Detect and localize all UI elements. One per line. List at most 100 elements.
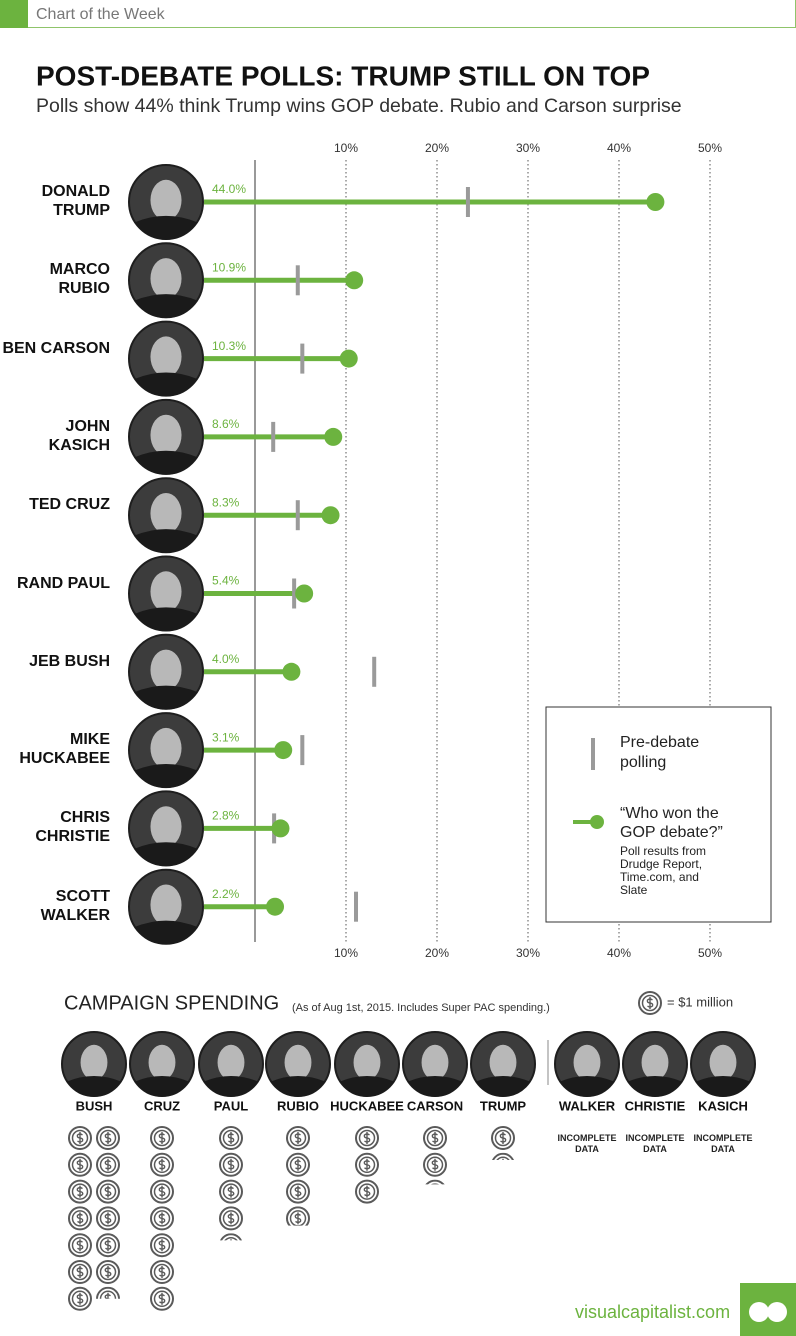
portrait-face bbox=[150, 179, 182, 221]
coin-outer bbox=[425, 1179, 445, 1185]
portrait-face bbox=[150, 571, 182, 613]
coin bbox=[150, 1286, 174, 1311]
portrait-body bbox=[559, 1076, 615, 1097]
value-label: 3.1% bbox=[212, 730, 240, 744]
x-tick-label: 50% bbox=[698, 946, 722, 960]
coin bbox=[150, 1126, 174, 1150]
portrait-face bbox=[150, 727, 182, 769]
value-label: 2.2% bbox=[212, 887, 240, 901]
legend-label: Pre-debate polling bbox=[620, 734, 700, 771]
coin-symbol bbox=[158, 1212, 166, 1225]
candidate-name: MIKE HUCKABEE bbox=[19, 731, 110, 768]
coin-inner bbox=[641, 994, 659, 1012]
portrait-body bbox=[134, 450, 198, 475]
candidate-name: TED CRUZ bbox=[29, 496, 110, 514]
x-tick-label: 50% bbox=[698, 141, 722, 155]
pre-debate-tick bbox=[372, 656, 377, 687]
legend-swatch bbox=[590, 815, 604, 829]
coin bbox=[68, 1206, 92, 1231]
result-dot bbox=[295, 584, 314, 603]
value-label: 8.6% bbox=[212, 417, 240, 431]
coin-inner bbox=[71, 1156, 89, 1174]
x-tick-label: 40% bbox=[607, 141, 631, 155]
coin-inner bbox=[99, 1236, 117, 1254]
portrait-body bbox=[407, 1076, 463, 1097]
value-label: 4.0% bbox=[212, 652, 240, 666]
coin bbox=[491, 1126, 515, 1150]
x-tick-label: 20% bbox=[425, 946, 449, 960]
x-tick-label: 10% bbox=[334, 946, 358, 960]
coin-symbol bbox=[294, 1132, 302, 1144]
coin-inner bbox=[153, 1129, 171, 1147]
coin-symbol bbox=[104, 1239, 112, 1252]
coin-inner bbox=[289, 1129, 307, 1147]
candidate-name: JEB BUSH bbox=[29, 652, 110, 670]
coin bbox=[286, 1206, 310, 1226]
spending-title: CAMPAIGN SPENDING bbox=[64, 992, 279, 1014]
coin-inner bbox=[222, 1156, 240, 1174]
coin-symbol bbox=[76, 1185, 84, 1198]
coin bbox=[96, 1233, 120, 1258]
coin-symbol bbox=[646, 997, 654, 1009]
value-label: 8.3% bbox=[212, 495, 240, 509]
value-label: 44.0% bbox=[212, 182, 246, 196]
candidate-name: HUCKABEE bbox=[330, 1098, 404, 1113]
coin bbox=[638, 991, 662, 1015]
candidate-name: RUBIO bbox=[277, 1098, 319, 1113]
candidate-name: MARCO RUBIO bbox=[49, 261, 110, 298]
spending-stack bbox=[355, 1126, 379, 1204]
coin-inner bbox=[222, 1210, 240, 1227]
portrait-body bbox=[339, 1076, 395, 1097]
coin bbox=[96, 1126, 120, 1150]
coin bbox=[96, 1179, 120, 1204]
coin-symbol bbox=[227, 1158, 235, 1171]
coin-inner bbox=[153, 1156, 171, 1174]
candidate-name: CHRIS CHRISTIE bbox=[35, 809, 110, 846]
portrait-face bbox=[150, 414, 182, 456]
coin-symbol bbox=[104, 1158, 112, 1171]
coin-symbol bbox=[363, 1132, 371, 1144]
unit-label: = $1 million bbox=[667, 994, 733, 1009]
coin bbox=[425, 1179, 445, 1185]
portrait-face bbox=[353, 1044, 381, 1080]
value-label: INCOMPLETE DATA bbox=[557, 1133, 617, 1154]
portrait-face bbox=[148, 1044, 176, 1080]
candidate-name: SCOTT WALKER bbox=[40, 887, 110, 924]
coin-inner bbox=[71, 1290, 89, 1308]
coin bbox=[68, 1260, 92, 1284]
coin bbox=[492, 1152, 514, 1161]
coin-inner bbox=[224, 1236, 238, 1241]
value-label: INCOMPLETE DATA bbox=[693, 1133, 753, 1154]
coin-inner bbox=[289, 1156, 307, 1174]
portrait-body bbox=[66, 1076, 122, 1097]
coin bbox=[219, 1126, 243, 1150]
coin bbox=[355, 1126, 379, 1150]
coin-inner bbox=[153, 1183, 171, 1200]
candidate-name: RAND PAUL bbox=[16, 574, 110, 592]
spending-stack bbox=[219, 1126, 243, 1241]
coin-symbol bbox=[76, 1239, 84, 1252]
coin-symbol bbox=[294, 1212, 302, 1225]
coin-inner bbox=[99, 1290, 117, 1299]
coin-symbol bbox=[76, 1212, 84, 1225]
coin-inner bbox=[71, 1210, 89, 1227]
candidate-name: BUSH bbox=[76, 1098, 113, 1113]
coin bbox=[150, 1233, 174, 1258]
portrait-face bbox=[573, 1044, 601, 1080]
coin-symbol bbox=[227, 1185, 235, 1198]
candidate-name: CARSON bbox=[407, 1098, 463, 1113]
portrait-face bbox=[150, 492, 182, 534]
coin bbox=[68, 1233, 92, 1258]
header-block bbox=[0, 0, 28, 28]
value-label: 5.4% bbox=[212, 574, 240, 588]
portrait-face bbox=[421, 1044, 449, 1080]
chart-subtitle: Polls show 44% think Trump wins GOP deba… bbox=[36, 95, 682, 117]
coin-inner bbox=[289, 1210, 307, 1226]
coin-inner bbox=[99, 1210, 117, 1227]
candidate-name: CRUZ bbox=[144, 1098, 180, 1113]
logo bbox=[767, 1302, 787, 1322]
coin-symbol bbox=[76, 1158, 84, 1171]
coin-symbol bbox=[158, 1158, 166, 1171]
pre-debate-tick bbox=[300, 343, 305, 374]
